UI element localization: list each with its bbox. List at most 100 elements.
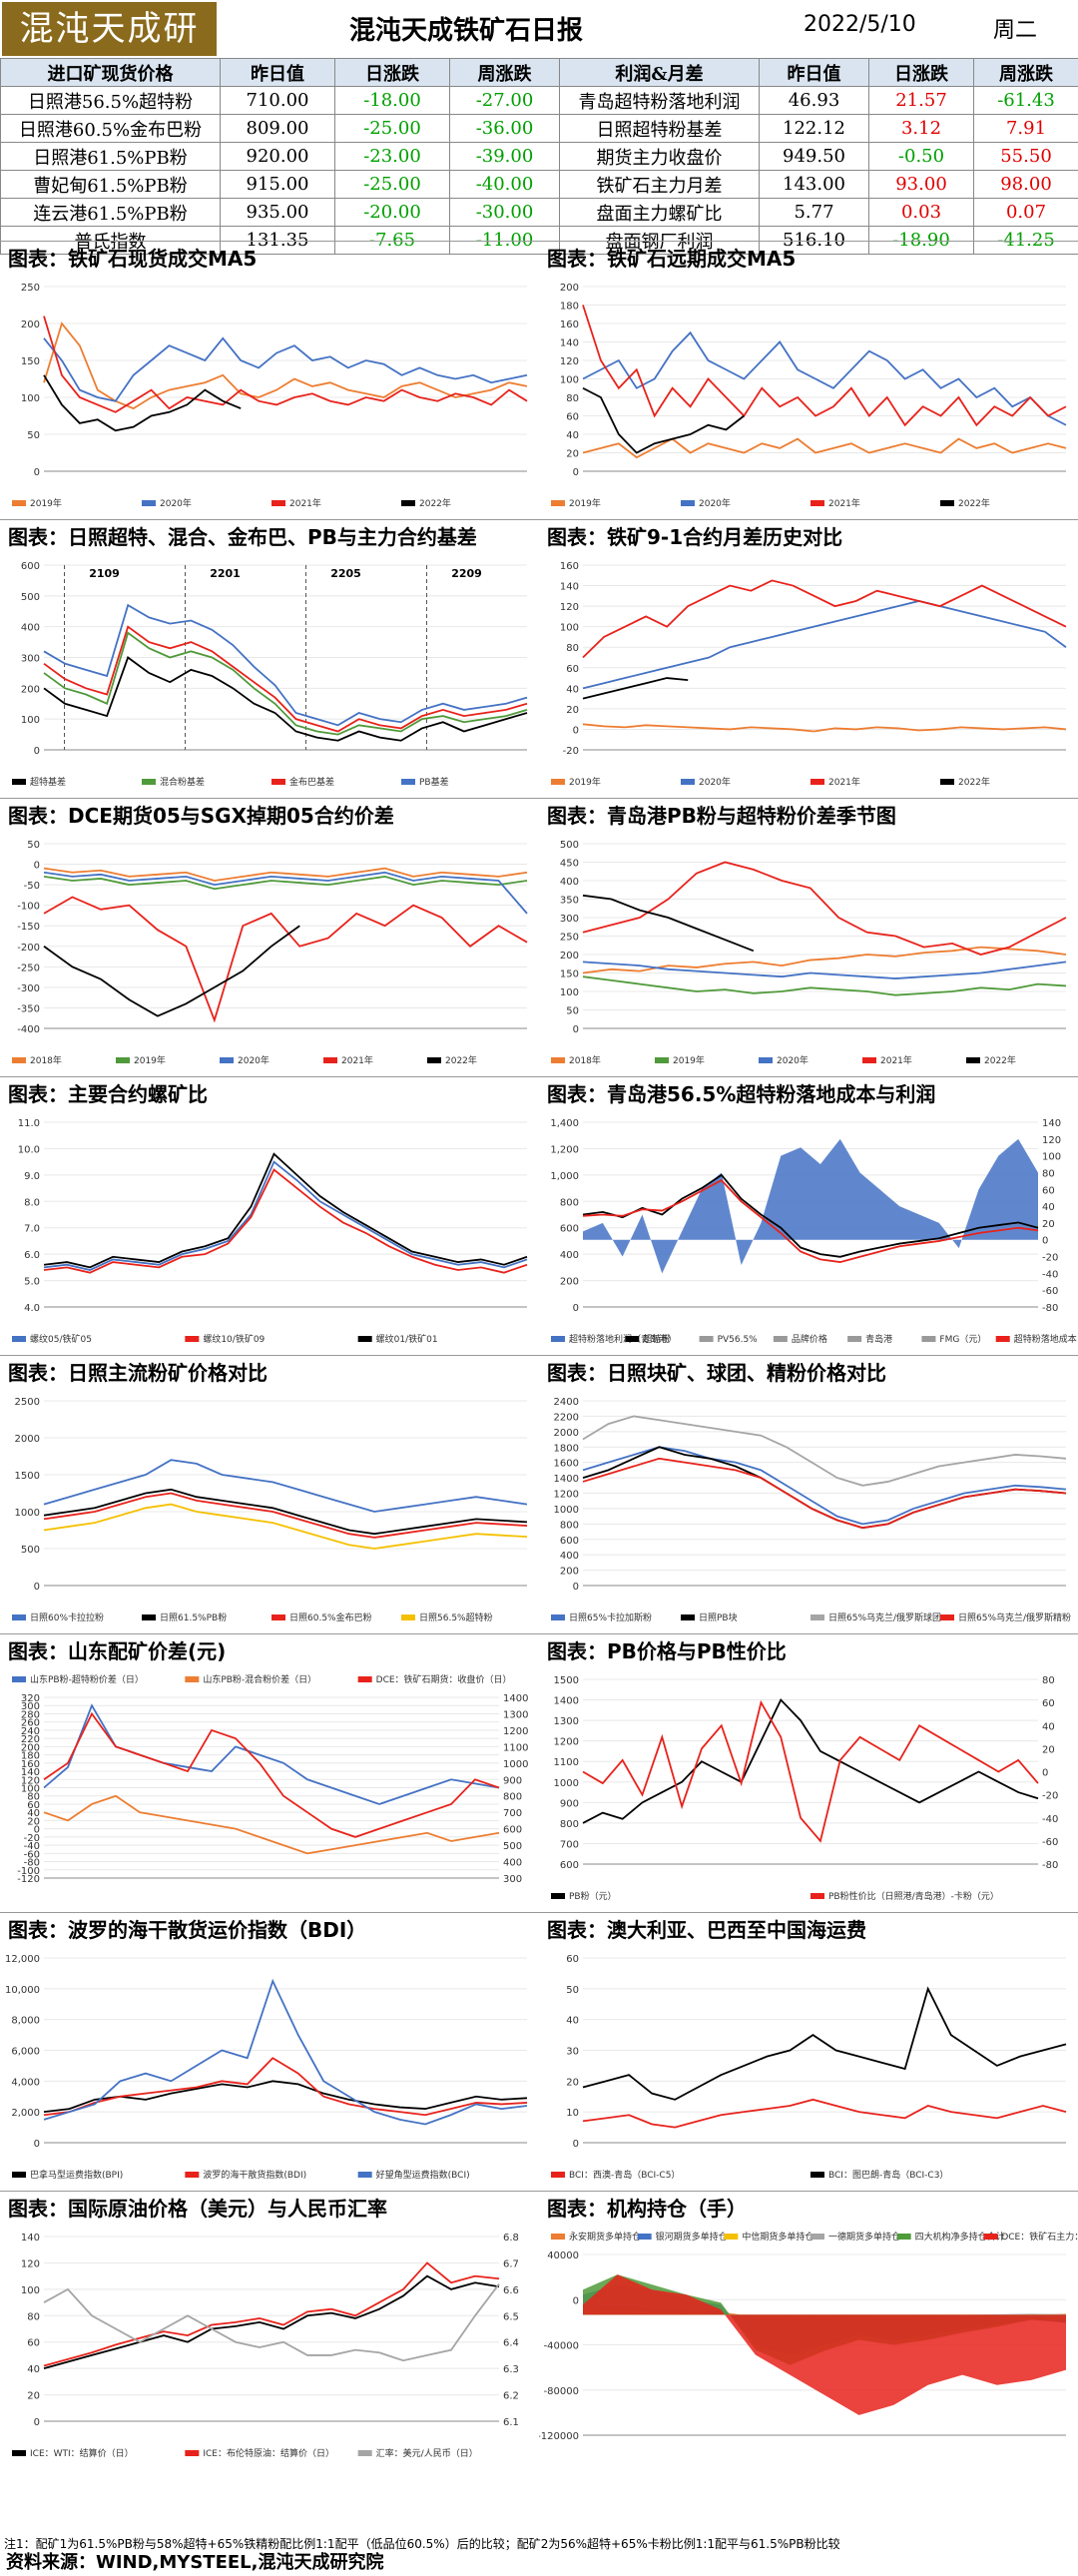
y-tick-label: 10,000 bbox=[5, 1985, 40, 1996]
legend-swatch bbox=[551, 1336, 565, 1342]
chart-plot: 0 20 40 60 80 100 120 140 160 180 200 2019年 2020年 202… bbox=[539, 275, 1078, 519]
legend-swatch bbox=[12, 2450, 26, 2456]
table-cell: -40.00 bbox=[449, 170, 560, 199]
chart-title: 图表：DCE期货05与SGX掉期05合约价差 bbox=[0, 798, 539, 832]
chart-plot: 02004006008001,0001,2001,400-80-60-40-20… bbox=[539, 1110, 1078, 1355]
legend-swatch bbox=[966, 1057, 980, 1063]
legend-swatch bbox=[847, 1336, 862, 1342]
legend-swatch bbox=[116, 1057, 130, 1063]
legend-swatch bbox=[401, 1614, 415, 1620]
legend-swatch bbox=[185, 2450, 200, 2456]
legend-label: 日照65%乌克兰/俄罗斯精粉 bbox=[958, 1611, 1071, 1623]
chart-plot: 0 20 40 60 80 100 120 140 6.1 6.2 6.3 6.4 6.5 6.6 6.7 6… bbox=[0, 2225, 539, 2469]
y-tick-label: -60 bbox=[24, 1849, 40, 1860]
chart-panel: 图表：日照超特、混合、金布巴、PB与主力合约基差 0 100 200 300 400 500… bbox=[0, 519, 539, 798]
legend-swatch bbox=[551, 2234, 565, 2240]
y2-tick-label: 1200 bbox=[503, 1726, 528, 1737]
y-tick-label: 60 bbox=[566, 412, 579, 423]
y-tick-label: 4.0 bbox=[24, 1303, 40, 1314]
y-tick-label: 0 bbox=[573, 2295, 579, 2306]
legend-label: 2022年 bbox=[958, 497, 990, 509]
legend-label: 山东PB粉-混合粉价差（日） bbox=[203, 1673, 316, 1685]
chart-title: 图表：日照超特、混合、金布巴、PB与主力合约基差 bbox=[0, 519, 539, 553]
y2-tick-label: 1100 bbox=[503, 1742, 528, 1753]
legend-label: 日照PB块 bbox=[699, 1611, 738, 1623]
legend-swatch bbox=[401, 779, 415, 785]
legend-label: 日照60.5%金布巴粉 bbox=[289, 1611, 372, 1623]
y-tick-label: -40 bbox=[24, 1841, 40, 1852]
chart-plot: 0 500 1000 1500 2000 2500 日照60%卡拉拉粉 日照61.5%PB粉 日… bbox=[0, 1389, 539, 1633]
legend-label: 2021年 bbox=[341, 1054, 373, 1066]
y2-tick-label: 300 bbox=[503, 1874, 522, 1885]
y2-tick-label: 120 bbox=[1042, 1135, 1061, 1146]
legend-swatch bbox=[862, 1057, 876, 1063]
y-tick-label: 0 bbox=[573, 1582, 579, 1593]
legend-label: 2019年 bbox=[569, 497, 601, 509]
table-cell: -11.00 bbox=[449, 226, 560, 255]
y-tick-label: 50 bbox=[566, 1985, 579, 1996]
chart-plot: 0 50 100 150 200 250 2019年 2020年 2021年 2022年 bbox=[0, 275, 539, 519]
table-header: 周涨跌 bbox=[973, 58, 1078, 87]
y2-tick-label: 800 bbox=[503, 1792, 522, 1803]
y-tick-label: 200 bbox=[560, 1277, 579, 1288]
y2-tick-label: 6.1 bbox=[503, 2417, 519, 2428]
y-tick-label: 120 bbox=[560, 602, 579, 613]
legend-label: 银河期货多单持仓 bbox=[656, 2231, 728, 2243]
legend-label: PB基差 bbox=[419, 776, 449, 788]
y-tick-label: 220 bbox=[21, 1734, 40, 1745]
y-tick-label: -80 bbox=[24, 1858, 40, 1869]
series-line bbox=[43, 336, 528, 402]
legend-label: 山东PB粉-超特粉价差（日） bbox=[30, 1673, 144, 1685]
chart-panel: 图表：铁矿石远期成交MA5 0 20 40 60 80 100 120 140 160 180 200… bbox=[539, 241, 1078, 519]
series-line bbox=[582, 894, 755, 953]
legend-swatch bbox=[12, 1614, 26, 1620]
annotation-label: 2109 bbox=[89, 567, 120, 580]
legend-label: ICE：WTI：结算价（日） bbox=[30, 2447, 134, 2459]
y-tick-label: 0 bbox=[34, 1582, 40, 1593]
table-cell: 5.77 bbox=[759, 198, 869, 227]
y-tick-label: 10.0 bbox=[18, 1144, 40, 1155]
legend-label: 螺纹01/铁矿01 bbox=[376, 1333, 438, 1345]
y-tick-label: 100 bbox=[560, 623, 579, 634]
chart-panel: 图表：日照主流粉矿价格对比 0 500 1000 1500 2000 2500 日照60%卡拉… bbox=[0, 1355, 539, 1633]
table-cell: -23.00 bbox=[334, 142, 450, 171]
legend-swatch bbox=[551, 1614, 565, 1620]
legend-swatch bbox=[12, 1676, 26, 1682]
y-tick-label: 800 bbox=[560, 1520, 579, 1531]
y2-tick-label: 60 bbox=[1042, 1698, 1055, 1709]
y-tick-label: 100 bbox=[560, 987, 579, 998]
legend-label: DCE：铁矿石期货：收盘价（日） bbox=[376, 1673, 512, 1685]
y-tick-label: 0 bbox=[34, 746, 40, 757]
table-row: 曹妃甸61.5%PB粉 915.00 -25.00 -40.00 铁矿石主力月差 143.… bbox=[0, 170, 1078, 199]
y-tick-label: 200 bbox=[560, 1567, 579, 1578]
series-line bbox=[582, 386, 745, 454]
table-cell: -41.25 bbox=[973, 226, 1078, 255]
y-tick-label: 300 bbox=[21, 654, 40, 665]
y-tick-label: 500 bbox=[21, 592, 40, 603]
legend-swatch bbox=[551, 779, 565, 785]
y-tick-label: 12,000 bbox=[5, 1954, 40, 1965]
legend-label: 好望角型运费指数(BCI) bbox=[376, 2169, 470, 2181]
y2-tick-label: -20 bbox=[1042, 1253, 1058, 1264]
legend-label: 螺纹05/铁矿05 bbox=[30, 1333, 92, 1345]
legend-swatch bbox=[995, 1336, 1010, 1342]
chart-panel: 图表：山东配矿价差(元) -120 -100 -80 -60 -40 -20 0 20 40 60 8… bbox=[0, 1633, 539, 1912]
y-tick-label: 40 bbox=[566, 684, 579, 695]
legend-label: 2020年 bbox=[699, 497, 731, 509]
series-area bbox=[583, 1138, 1038, 1274]
legend-swatch bbox=[637, 2234, 652, 2240]
table-cell: 55.50 bbox=[973, 142, 1078, 171]
legend-swatch bbox=[940, 1614, 954, 1620]
series-line bbox=[582, 861, 1067, 956]
legend-label: 超特基差 bbox=[30, 776, 66, 788]
y-tick-label: 6,000 bbox=[11, 2047, 40, 2058]
legend-swatch bbox=[357, 1336, 372, 1342]
y-tick-label: 100 bbox=[21, 1784, 40, 1795]
chart-panel: 图表：青岛港56.5%超特粉落地成本与利润 0 200 400 600 800 1,000 1… bbox=[539, 1076, 1078, 1355]
y2-tick-label: 6.7 bbox=[503, 2258, 519, 2269]
legend-label: 巴拿马型运费指数(BPI) bbox=[30, 2169, 123, 2181]
y-tick-label: 1000 bbox=[15, 1508, 40, 1519]
y-tick-label: 200 bbox=[21, 320, 40, 330]
y-tick-label: 1200 bbox=[554, 1737, 579, 1748]
chart-title: 图表：波罗的海干散货运价指数（BDI） bbox=[0, 1912, 539, 1946]
